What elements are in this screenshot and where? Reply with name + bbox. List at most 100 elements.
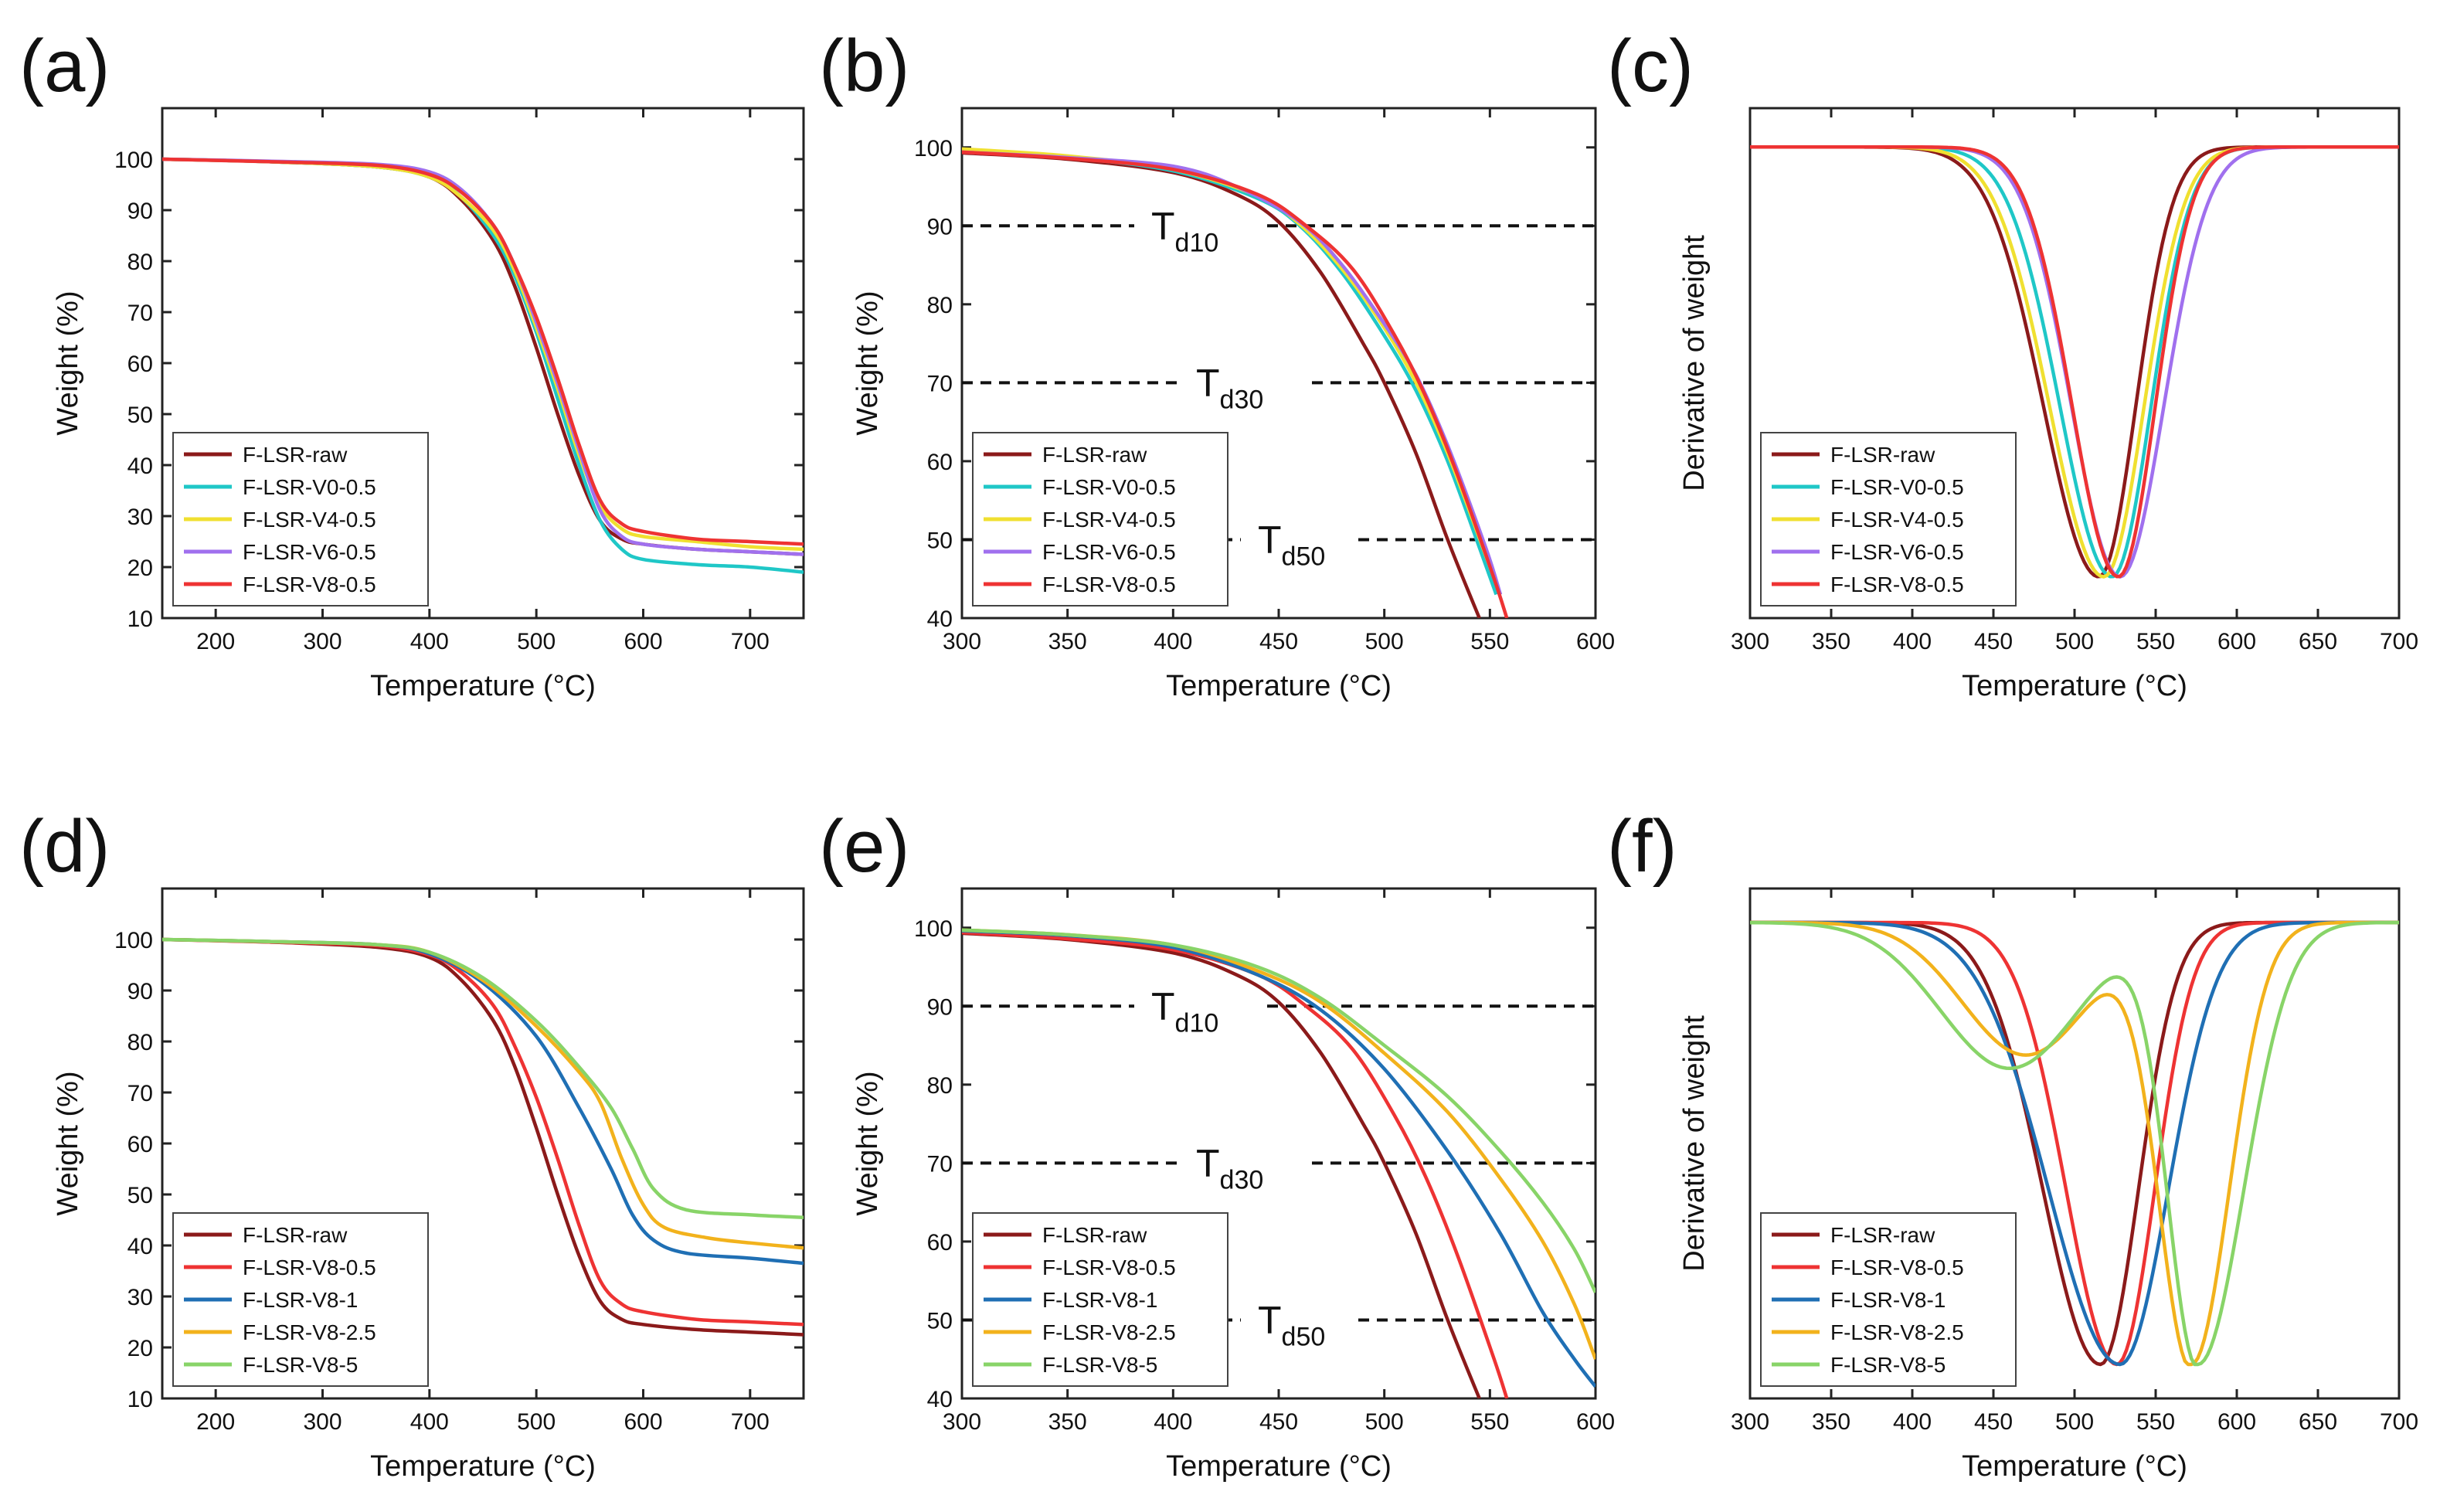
panel-label: (e)	[819, 805, 909, 888]
y-tick-label: 10	[127, 1387, 153, 1412]
series-line-f-lsr-v8-0.5	[162, 157, 804, 546]
y-tick-label: 80	[127, 250, 153, 275]
legend-label: F-LSR-V8-1	[1830, 1288, 1946, 1312]
x-tick-label: 450	[1259, 629, 1298, 654]
x-tick-label: 300	[1731, 1409, 1769, 1435]
x-axis-label: Temperature (°C)	[370, 1450, 596, 1483]
x-axis-label: Temperature (°C)	[1166, 670, 1392, 702]
threshold-label-sub: d50	[1282, 542, 1326, 571]
series-group	[162, 937, 804, 1337]
x-tick-label: 650	[2299, 629, 2337, 654]
legend-label: F-LSR-raw	[1830, 1223, 1935, 1247]
y-tick-label: 50	[127, 1183, 153, 1208]
x-tick-label: 450	[1974, 1409, 2013, 1435]
y-tick-label: 40	[127, 454, 153, 479]
legend-label: F-LSR-V8-1	[1042, 1288, 1157, 1312]
y-tick-label: 50	[927, 528, 953, 553]
y-tick-label: 60	[927, 450, 953, 475]
x-tick-label: 600	[624, 629, 662, 654]
legend-label: F-LSR-V8-2.5	[243, 1320, 376, 1344]
x-tick-label: 600	[1576, 1409, 1615, 1435]
threshold-label: Td50	[1258, 518, 1325, 571]
x-tick-label: 400	[1893, 1409, 1932, 1435]
x-tick-label: 400	[410, 629, 449, 654]
legend-label: F-LSR-V8-2.5	[1830, 1320, 1964, 1344]
x-tick-label: 500	[517, 629, 556, 654]
series-line-f-lsr-v8-1	[1750, 920, 2399, 1367]
y-tick-label: 30	[127, 1285, 153, 1310]
y-tick-label: 20	[127, 1336, 153, 1361]
y-tick-label: 90	[127, 979, 153, 1004]
threshold-label-sub: d30	[1220, 1165, 1264, 1194]
y-tick-label: 100	[114, 928, 153, 953]
legend-label: F-LSR-V8-0.5	[1830, 573, 1964, 596]
y-tick-label: 50	[127, 403, 153, 428]
y-tick-label: 90	[927, 994, 953, 1020]
threshold-label-main: T	[1258, 518, 1282, 561]
x-tick-label: 400	[1893, 629, 1932, 654]
y-tick-label: 100	[914, 136, 953, 161]
legend-label: F-LSR-V0-0.5	[1830, 475, 1964, 499]
y-tick-label: 60	[927, 1230, 953, 1255]
y-tick-label: 70	[127, 1081, 153, 1106]
threshold-label-sub: d50	[1282, 1322, 1326, 1351]
threshold-label-sub: d10	[1175, 228, 1219, 257]
x-tick-label: 350	[1812, 629, 1850, 654]
threshold-label-main: T	[1196, 1141, 1220, 1184]
y-tick-label: 60	[127, 352, 153, 377]
legend-label: F-LSR-V8-0.5	[1042, 1255, 1176, 1279]
threshold-label-main: T	[1258, 1298, 1282, 1341]
x-axis-label: Temperature (°C)	[370, 670, 596, 702]
x-tick-label: 500	[517, 1409, 556, 1435]
x-tick-label: 500	[1365, 629, 1404, 654]
x-tick-label: 550	[1470, 629, 1509, 654]
legend-label: F-LSR-raw	[1830, 443, 1935, 467]
y-tick-label: 90	[127, 199, 153, 224]
legend-label: F-LSR-V8-5	[1042, 1353, 1157, 1377]
x-tick-label: 600	[2217, 1409, 2256, 1435]
chart-panel-e: (e) 300 350 400 450 500 550 600 40 50 60 70 80 90 100 T…	[819, 805, 1615, 1483]
x-tick-label: 450	[1974, 629, 2013, 654]
series-line-f-lsr-v8-0.5	[962, 150, 1509, 618]
y-tick-label: 50	[927, 1308, 953, 1334]
y-tick-label: 80	[927, 293, 953, 318]
chart-panel-a: (a) 200 300 400 500 600 700 10 20 30 40 50 60 70 80 90 1…	[19, 25, 805, 702]
x-tick-label: 200	[196, 1409, 235, 1435]
legend-label: F-LSR-V6-0.5	[243, 540, 376, 564]
y-tick-label: 100	[914, 916, 953, 942]
panel-label: (a)	[19, 25, 110, 107]
x-tick-label: 650	[2299, 1409, 2337, 1435]
x-axis-label: Temperature (°C)	[1962, 670, 2187, 702]
y-axis-label: Weight (%)	[52, 291, 84, 435]
legend-box	[172, 1212, 429, 1387]
y-axis-label: Derivative of weight	[1678, 235, 1711, 491]
x-tick-label: 350	[1048, 1409, 1087, 1435]
threshold-label-main: T	[1151, 984, 1175, 1028]
legend-label: F-LSR-raw	[243, 1223, 348, 1247]
y-tick-label: 70	[927, 371, 953, 396]
series-line-f-lsr-v8-5	[962, 928, 1596, 1293]
x-tick-label: 600	[1576, 629, 1615, 654]
x-tick-label: 400	[410, 1409, 449, 1435]
series-group	[962, 147, 1509, 618]
x-tick-label: 200	[196, 629, 235, 654]
threshold-label-main: T	[1151, 204, 1175, 247]
x-tick-label: 600	[2217, 629, 2256, 654]
y-tick-label: 20	[127, 556, 153, 581]
x-tick-label: 450	[1259, 1409, 1298, 1435]
y-axis-label: Weight (%)	[52, 1071, 84, 1215]
chart-panel-d: (d) 200 300 400 500 600 700 10 20 30 40 50 60 70 80 90 1…	[19, 805, 805, 1483]
legend-label: F-LSR-V4-0.5	[243, 508, 376, 532]
y-tick-label: 60	[127, 1132, 153, 1157]
chart-panel-f: (f) 300 350 400 450 500 550 600 650 700 Temperatur…	[1607, 805, 2418, 1483]
legend-label: F-LSR-V4-0.5	[1042, 508, 1176, 532]
legend-label: F-LSR-V8-0.5	[1830, 1255, 1964, 1279]
legend-label: F-LSR-V6-0.5	[1830, 540, 1964, 564]
series-line-f-lsr-raw	[962, 931, 1481, 1398]
y-tick-label: 70	[127, 301, 153, 326]
threshold-label-sub: d10	[1175, 1008, 1219, 1038]
x-tick-label: 300	[1731, 629, 1769, 654]
x-tick-label: 700	[2380, 629, 2418, 654]
legend-label: F-LSR-raw	[1042, 443, 1147, 467]
y-tick-label: 40	[127, 1234, 153, 1259]
